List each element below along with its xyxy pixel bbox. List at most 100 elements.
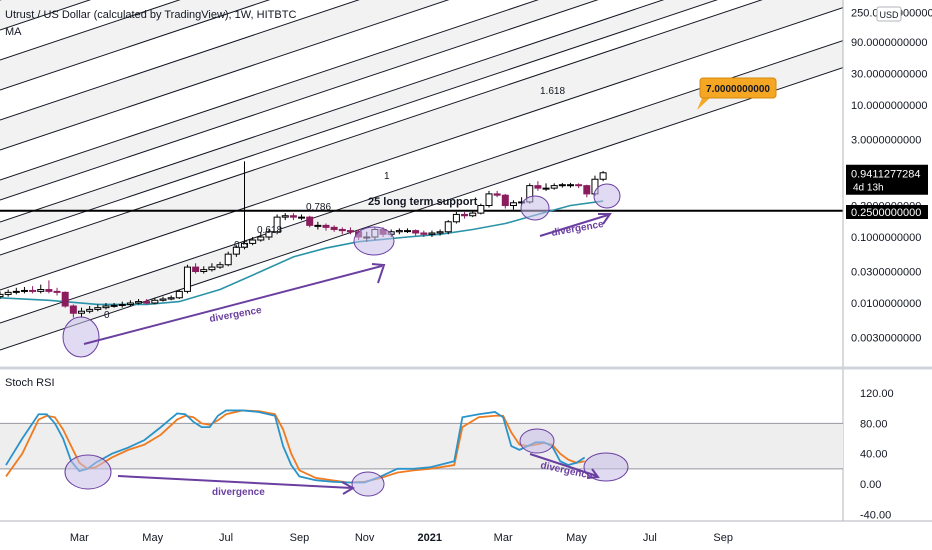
fib-band bbox=[0, 40, 843, 350]
candle-body bbox=[175, 290, 183, 299]
candle bbox=[126, 300, 134, 307]
candle-body bbox=[534, 185, 542, 189]
fib-line bbox=[0, 0, 360, 121]
candle bbox=[404, 228, 411, 233]
candle-body bbox=[12, 290, 20, 293]
candle bbox=[265, 229, 273, 241]
candle-body bbox=[61, 291, 69, 307]
candle bbox=[306, 215, 314, 228]
price-tick-label: 10.0000000000 bbox=[851, 100, 927, 112]
candle bbox=[428, 230, 436, 237]
price-tick-label: 0.0030000000 bbox=[851, 333, 921, 345]
fib-label-05: 0.5 bbox=[234, 240, 248, 251]
target-callout-label: 7.0000000000 bbox=[706, 84, 770, 95]
candle-body bbox=[298, 216, 306, 219]
bar-countdown: 4d 13h bbox=[853, 183, 884, 194]
candle bbox=[289, 213, 297, 221]
candle-body bbox=[477, 205, 485, 214]
candle bbox=[20, 286, 28, 294]
divergence-ellipse bbox=[353, 226, 395, 256]
candle-body bbox=[110, 304, 118, 307]
symbol-title: Utrust / US Dollar (calculated by Tradin… bbox=[5, 9, 296, 21]
time-axis[interactable]: Mar May Jul Sep Nov 2021 Mar May Jul Sep bbox=[70, 532, 733, 544]
fib-line bbox=[0, 0, 450, 151]
divergence-arrow-rsi-1 bbox=[117, 475, 356, 495]
time-tick-label: Sep bbox=[713, 532, 733, 544]
currency-badge-label: USD bbox=[879, 10, 899, 20]
divergence-arrows bbox=[83, 213, 612, 345]
candle bbox=[452, 211, 460, 224]
candle bbox=[86, 306, 94, 314]
candle bbox=[330, 225, 338, 232]
candle bbox=[241, 161, 248, 250]
hline-price-value: 0.2500000000 bbox=[851, 207, 921, 219]
candle bbox=[534, 181, 542, 191]
candle-body bbox=[485, 193, 493, 207]
candle-body bbox=[412, 230, 420, 234]
candle bbox=[322, 223, 330, 231]
fib-label-0: 0 bbox=[104, 310, 110, 321]
candle-body bbox=[78, 310, 85, 314]
stoch-rsi-scale[interactable]: 120.00 80.00 40.00 0.00 -40.00 bbox=[860, 388, 894, 521]
candle-body bbox=[281, 215, 289, 218]
candle-body bbox=[135, 301, 143, 304]
price-pane[interactable] bbox=[0, 161, 843, 358]
rsi-tick-label: 80.00 bbox=[860, 418, 888, 430]
candle-body bbox=[4, 291, 12, 295]
candle bbox=[175, 289, 183, 299]
currency-badge[interactable]: USD bbox=[876, 6, 902, 22]
stoch-rsi-arrows bbox=[117, 453, 600, 495]
candle-body bbox=[575, 184, 583, 187]
divergence-ellipses bbox=[62, 183, 621, 358]
time-tick-label: Mar bbox=[494, 532, 513, 544]
candle-body bbox=[37, 289, 45, 292]
indicator-ma-label[interactable]: MA bbox=[5, 26, 22, 38]
target-callout[interactable]: 7.0000000000 bbox=[697, 77, 777, 110]
candle-body bbox=[306, 216, 314, 226]
time-tick-label: Jul bbox=[643, 532, 657, 544]
candle bbox=[298, 214, 306, 221]
price-tick-label: 0.0300000000 bbox=[851, 267, 921, 279]
candle-body bbox=[550, 185, 558, 189]
divergence-ellipse bbox=[519, 428, 555, 454]
candle bbox=[135, 298, 143, 305]
time-tick-label: Jul bbox=[219, 532, 233, 544]
candle-body bbox=[257, 236, 265, 241]
hline-price-label: 0.2500000000 bbox=[846, 205, 928, 219]
candle bbox=[151, 297, 159, 305]
candle bbox=[420, 230, 428, 237]
candle-body bbox=[241, 242, 248, 248]
candle-body bbox=[183, 266, 191, 292]
stoch-rsi-title[interactable]: Stoch RSI bbox=[5, 377, 55, 389]
candle bbox=[477, 203, 485, 215]
candle-body bbox=[45, 289, 53, 292]
candle bbox=[436, 229, 444, 236]
divergence-ellipse bbox=[520, 195, 550, 221]
rsi-tick-label: -40.00 bbox=[860, 509, 891, 521]
candle bbox=[281, 213, 289, 221]
candle-body bbox=[102, 305, 110, 309]
candle-body bbox=[192, 266, 200, 273]
candle-body bbox=[69, 305, 77, 314]
candle bbox=[216, 261, 224, 269]
rsi-tick-label: 40.00 bbox=[860, 449, 888, 461]
candle-body bbox=[20, 289, 28, 292]
candle bbox=[29, 286, 37, 294]
candle bbox=[94, 304, 102, 312]
candle-body bbox=[322, 224, 330, 228]
time-tick-label: 2021 bbox=[418, 532, 442, 544]
candle bbox=[4, 289, 12, 297]
candle bbox=[102, 303, 110, 310]
price-tick-label: 0.1000000000 bbox=[851, 232, 921, 244]
candle bbox=[45, 280, 53, 294]
candle bbox=[232, 245, 240, 257]
time-tick-label: Nov bbox=[355, 532, 375, 544]
candle bbox=[583, 184, 591, 198]
fib-line bbox=[0, 0, 718, 241]
candle-body bbox=[314, 224, 322, 227]
fib-label-0618: 0.618 bbox=[257, 225, 282, 236]
candle-body bbox=[338, 228, 346, 232]
candle-body bbox=[200, 269, 208, 273]
stoch-rsi-pane[interactable] bbox=[0, 409, 843, 497]
